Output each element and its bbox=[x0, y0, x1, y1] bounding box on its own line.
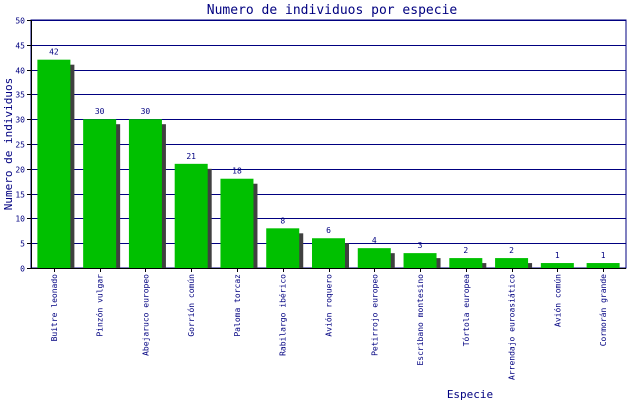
y-tick-label: 40 bbox=[15, 67, 25, 76]
bar-value-label: 4 bbox=[372, 236, 377, 245]
category-label: Avión roquero bbox=[324, 274, 334, 337]
bar-value-label: 42 bbox=[49, 48, 59, 57]
bar-value-label: 2 bbox=[509, 246, 514, 255]
bar-value-label: 8 bbox=[280, 216, 285, 225]
bar bbox=[37, 59, 71, 269]
y-axis-ticks: 0 5 10 15 20 25 30 35 40 45 50 bbox=[15, 17, 31, 274]
bar-value-label: 30 bbox=[141, 107, 151, 116]
bar-value-label: 2 bbox=[463, 246, 468, 255]
x-axis-ticks: Buitre leonado Pinzón vulgar Abejaruco eur… bbox=[50, 268, 608, 380]
category-label: Tórtola europea bbox=[461, 274, 471, 346]
bar-value-label: 21 bbox=[186, 152, 196, 161]
y-tick-label: 45 bbox=[15, 42, 25, 51]
chart-title: Numero de individuos por especie bbox=[207, 3, 458, 18]
bar bbox=[128, 119, 162, 268]
bar bbox=[586, 263, 620, 268]
category-label: Avión común bbox=[552, 274, 562, 327]
bar bbox=[83, 119, 117, 268]
bar bbox=[266, 228, 300, 268]
bar bbox=[174, 163, 208, 268]
category-label: Paloma torcaz bbox=[233, 274, 242, 337]
bar bbox=[312, 238, 345, 268]
category-label: Escribano montesino bbox=[416, 274, 425, 366]
bar bbox=[449, 258, 483, 268]
category-label: Rabilargo ibérico bbox=[278, 274, 288, 356]
category-label: Gorrión común bbox=[186, 274, 196, 337]
y-tick-label: 25 bbox=[15, 141, 25, 150]
y-tick-label: 15 bbox=[15, 191, 25, 200]
y-axis-label: Numero de individuos bbox=[2, 78, 15, 210]
y-tick-label: 50 bbox=[15, 17, 25, 26]
y-tick-label: 20 bbox=[15, 166, 25, 175]
category-label: Arrendajo euroasiático bbox=[508, 274, 517, 380]
y-tick-label: 0 bbox=[20, 265, 25, 274]
bar-value-label: 6 bbox=[326, 226, 331, 235]
category-label: Cormorán grande bbox=[599, 274, 608, 346]
y-tick-label: 5 bbox=[20, 240, 25, 249]
bar-value-label: 1 bbox=[555, 251, 560, 260]
bar bbox=[357, 248, 391, 268]
category-label: Pinzón vulgar bbox=[95, 274, 105, 337]
bar-value-label: 3 bbox=[418, 241, 423, 250]
x-axis-label: Especie bbox=[447, 388, 493, 400]
y-tick-label: 10 bbox=[15, 215, 25, 224]
bar-value-label: 18 bbox=[232, 167, 242, 176]
bar bbox=[540, 263, 574, 268]
bar-value-label: 30 bbox=[95, 107, 105, 116]
category-label: Buitre leonado bbox=[50, 274, 59, 342]
axes bbox=[31, 20, 626, 269]
bar bbox=[403, 253, 437, 268]
bar-value-label: 1 bbox=[601, 251, 606, 260]
category-label: Abejaruco europeo bbox=[141, 274, 150, 356]
category-label: Petirrojo europeo bbox=[370, 274, 379, 356]
y-tick-label: 30 bbox=[15, 116, 25, 125]
y-tick-label: 35 bbox=[15, 91, 25, 100]
bar bbox=[220, 178, 254, 268]
bar bbox=[495, 258, 529, 268]
